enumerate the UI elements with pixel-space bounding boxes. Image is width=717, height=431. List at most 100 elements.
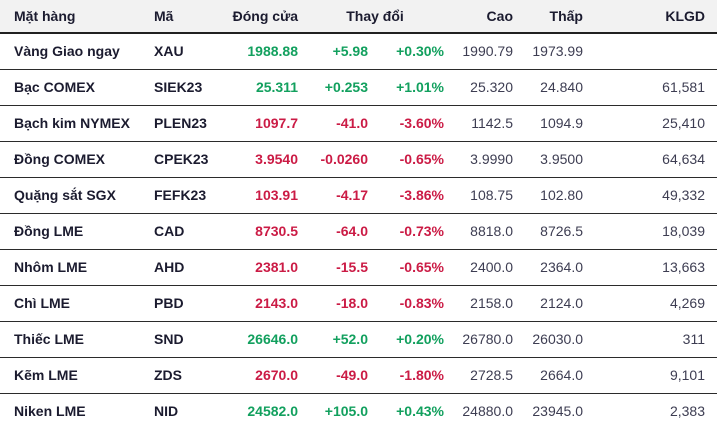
commodity-name: Đồng COMEX bbox=[0, 141, 142, 178]
change-value: -41.0 bbox=[302, 105, 372, 142]
commodity-name: Kẽm LME bbox=[0, 357, 142, 394]
low-price: 8726.5 bbox=[517, 213, 587, 250]
high-price: 108.75 bbox=[448, 177, 517, 214]
commodity-code: PBD bbox=[142, 285, 224, 322]
high-price: 2158.0 bbox=[448, 285, 517, 322]
table-row[interactable]: Đồng COMEX CPEK23 3.9540 -0.0260 -0.65% 3.999… bbox=[0, 141, 717, 178]
commodity-code: ZDS bbox=[142, 357, 224, 394]
change-value: -49.0 bbox=[302, 357, 372, 394]
commodity-code: AHD bbox=[142, 249, 224, 286]
change-percent: +0.30% bbox=[372, 33, 448, 70]
close-price: 2143.0 bbox=[224, 285, 302, 322]
table-row[interactable]: Đồng LME CAD 8730.5 -64.0 -0.73% 8818.0 8726.5… bbox=[0, 213, 717, 250]
commodity-name: Đồng LME bbox=[0, 213, 142, 250]
commodity-code: XAU bbox=[142, 33, 224, 70]
table-row[interactable]: Bạc COMEX SIEK23 25.311 +0.253 +1.01% 25.320 2… bbox=[0, 69, 717, 106]
change-value: +5.98 bbox=[302, 33, 372, 70]
header-change: Thay đổi bbox=[302, 0, 448, 34]
change-percent: -3.86% bbox=[372, 177, 448, 214]
low-price: 2664.0 bbox=[517, 357, 587, 394]
change-percent: -0.65% bbox=[372, 141, 448, 178]
commodity-name: Nhôm LME bbox=[0, 249, 142, 286]
commodity-name: Quặng sắt SGX bbox=[0, 177, 142, 214]
header-code: Mã bbox=[142, 0, 224, 34]
close-price: 26646.0 bbox=[224, 321, 302, 358]
high-price: 24880.0 bbox=[462, 403, 513, 420]
low-price: 2124.0 bbox=[517, 285, 587, 322]
change-percent: -1.80% bbox=[372, 357, 448, 394]
table-row[interactable]: Niken LME NID 24582.0 +105.0 +0.43% 24880.0 23… bbox=[0, 393, 717, 429]
header-volume: KLGD bbox=[587, 0, 717, 34]
table-row[interactable]: Thiếc LME SND 26646.0 +52.0 +0.20% 26780.0 260… bbox=[0, 321, 717, 358]
commodity-name: Vàng Giao ngay bbox=[0, 33, 142, 70]
table-row[interactable]: Vàng Giao ngay XAU 1988.88 +5.98 +0.30% 1990.… bbox=[0, 33, 717, 70]
table-body: Vàng Giao ngay XAU 1988.88 +5.98 +0.30% 1990.… bbox=[0, 33, 717, 429]
change-percent: -0.83% bbox=[372, 285, 448, 322]
table-row[interactable]: Quặng sắt SGX FEFK23 103.91 -4.17 -3.86% 108.… bbox=[0, 177, 717, 214]
header-low: Thấp bbox=[517, 0, 587, 34]
close-price: 8730.5 bbox=[224, 213, 302, 250]
commodity-code: CAD bbox=[142, 213, 224, 250]
high-price: 1142.5 bbox=[448, 105, 517, 142]
commodity-code: FEFK23 bbox=[142, 177, 224, 214]
change-percent: +0.43% bbox=[396, 403, 444, 420]
low-price: 1094.9 bbox=[517, 105, 587, 142]
volume: 49,332 bbox=[587, 177, 717, 214]
change-value: +0.253 bbox=[302, 69, 372, 106]
volume: 2,383 bbox=[669, 403, 705, 420]
close-price: 2381.0 bbox=[224, 249, 302, 286]
low-price: 26030.0 bbox=[517, 321, 587, 358]
high-price: 2400.0 bbox=[448, 249, 517, 286]
volume: 64,634 bbox=[587, 141, 717, 178]
commodity-code: PLEN23 bbox=[142, 105, 224, 142]
high-price: 1990.79 bbox=[448, 33, 517, 70]
change-value: -0.0260 bbox=[302, 141, 372, 178]
volume: 13,663 bbox=[587, 249, 717, 286]
low-price: 102.80 bbox=[517, 177, 587, 214]
volume: 18,039 bbox=[587, 213, 717, 250]
commodity-name: Bạc COMEX bbox=[0, 69, 142, 106]
commodity-code: SIEK23 bbox=[142, 69, 224, 106]
change-percent: +0.20% bbox=[372, 321, 448, 358]
low-price: 1973.99 bbox=[517, 33, 587, 70]
commodity-code: NID bbox=[154, 403, 179, 420]
high-price: 3.9990 bbox=[448, 141, 517, 178]
commodity-name: Niken LME bbox=[14, 403, 86, 420]
low-price: 2364.0 bbox=[517, 249, 587, 286]
change-value: -4.17 bbox=[302, 177, 372, 214]
table-row[interactable]: Bạch kim NYMEX PLEN23 1097.7 -41.0 -3.60% 114… bbox=[0, 105, 717, 142]
low-price: 23945.0 bbox=[532, 403, 583, 420]
header-high: Cao bbox=[448, 0, 517, 34]
volume: 25,410 bbox=[587, 105, 717, 142]
commodity-name: Chì LME bbox=[0, 285, 142, 322]
table-row[interactable]: Chì LME PBD 2143.0 -18.0 -0.83% 2158.0 2124.0 4… bbox=[0, 285, 717, 322]
change-value: -15.5 bbox=[302, 249, 372, 286]
volume: 9,101 bbox=[587, 357, 717, 394]
close-price: 25.311 bbox=[224, 69, 302, 106]
high-price: 26780.0 bbox=[448, 321, 517, 358]
low-price: 3.9500 bbox=[517, 141, 587, 178]
change-value: +52.0 bbox=[302, 321, 372, 358]
volume: 4,269 bbox=[587, 285, 717, 322]
table-header-row: Mặt hàng Mã Đóng cửa Thay đổi Cao Thấp K… bbox=[0, 0, 717, 34]
header-close: Đóng cửa bbox=[224, 0, 302, 34]
change-percent: -0.73% bbox=[372, 213, 448, 250]
close-price: 1097.7 bbox=[224, 105, 302, 142]
high-price: 25.320 bbox=[448, 69, 517, 106]
commodity-name: Bạch kim NYMEX bbox=[0, 105, 142, 142]
table-row[interactable]: Nhôm LME AHD 2381.0 -15.5 -0.65% 2400.0 2364.0… bbox=[0, 249, 717, 286]
low-price: 24.840 bbox=[517, 69, 587, 106]
change-value: -64.0 bbox=[302, 213, 372, 250]
change-percent: +1.01% bbox=[372, 69, 448, 106]
commodity-name: Thiếc LME bbox=[0, 321, 142, 358]
commodity-code: SND bbox=[142, 321, 224, 358]
high-price: 8818.0 bbox=[448, 213, 517, 250]
high-price: 2728.5 bbox=[448, 357, 517, 394]
header-commodity: Mặt hàng bbox=[0, 0, 142, 34]
close-price: 2670.0 bbox=[224, 357, 302, 394]
close-price: 1988.88 bbox=[224, 33, 302, 70]
table-row[interactable]: Kẽm LME ZDS 2670.0 -49.0 -1.80% 2728.5 2664.0 9… bbox=[0, 357, 717, 394]
volume bbox=[587, 33, 717, 70]
close-price: 24582.0 bbox=[247, 403, 298, 420]
